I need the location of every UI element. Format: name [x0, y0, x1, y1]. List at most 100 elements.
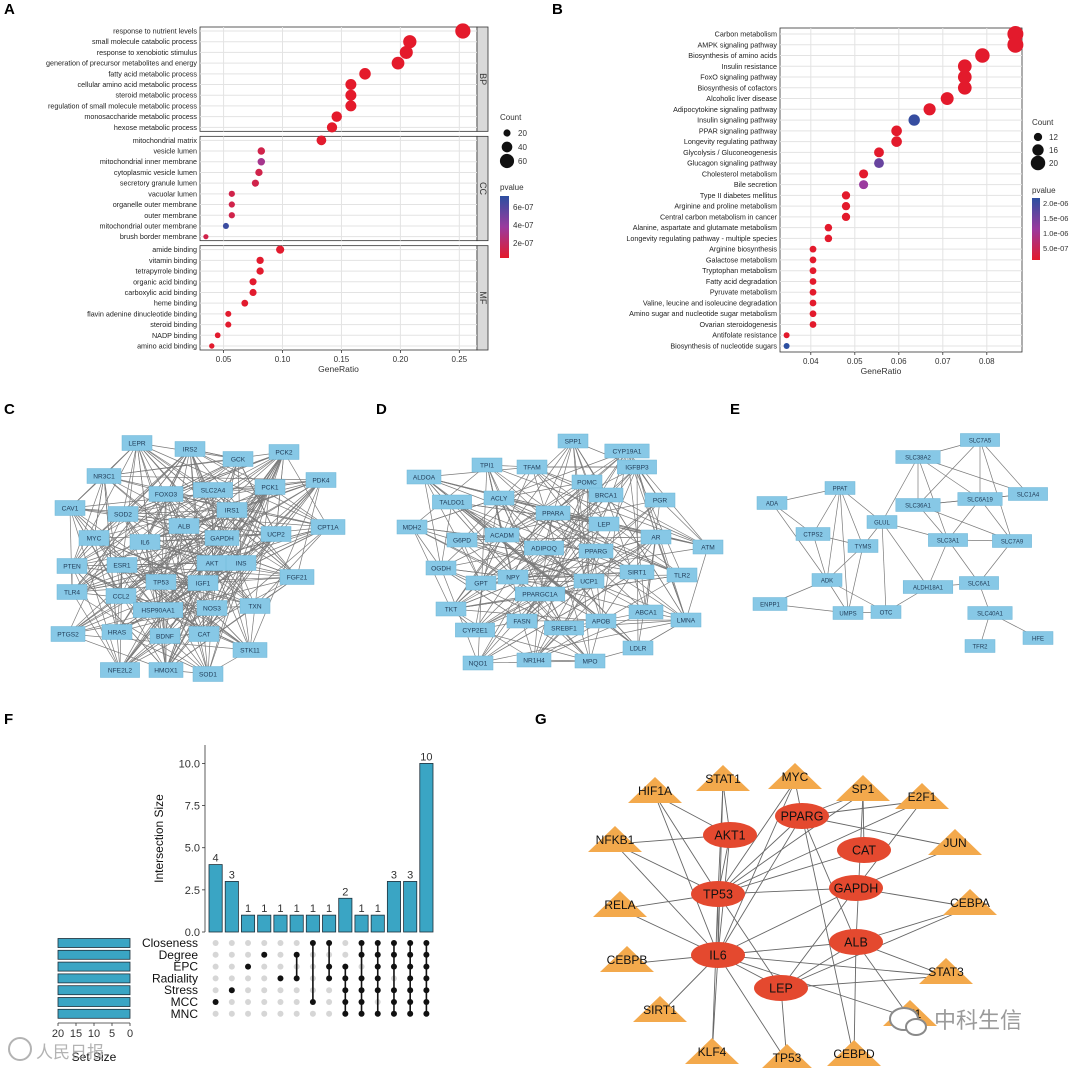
- network-node: [832, 606, 864, 620]
- set-size-tick-label: 10: [88, 1028, 100, 1040]
- data-point: [809, 299, 817, 307]
- term-label: outer membrane: [144, 211, 197, 220]
- network-edge: [637, 536, 657, 649]
- network-edge: [947, 498, 981, 541]
- term-label: mitochondrial inner membrane: [100, 157, 197, 166]
- network-edge: [563, 580, 590, 629]
- network-edge: [67, 513, 124, 635]
- network-node: [557, 433, 589, 449]
- term-label: brush border membrane: [120, 232, 197, 241]
- network-edge: [451, 501, 638, 573]
- term-label: Insulin resistance: [721, 62, 777, 71]
- tf-node: [827, 1040, 881, 1066]
- network-edge: [203, 562, 242, 635]
- term-label: Glycolysis / Gluconeogenesis: [683, 148, 777, 157]
- network-node: [644, 492, 676, 508]
- network-node-label: SOD2: [114, 511, 132, 518]
- network-edge: [67, 525, 185, 635]
- network-node-label: PPARG: [585, 548, 608, 555]
- term-label: small molecule catabolic process: [92, 37, 197, 46]
- data-point: [957, 80, 972, 95]
- matrix-dot: [277, 999, 284, 1005]
- panel-label-e: E: [730, 401, 740, 418]
- network-node: [105, 588, 137, 604]
- set-size-bar: [57, 997, 131, 1007]
- tf-node-label: JUN: [943, 836, 966, 850]
- regulation-edge: [654, 794, 719, 956]
- watermark-logo-icon: [8, 1037, 32, 1061]
- set-label: MCC: [171, 995, 199, 1009]
- network-node: [571, 474, 603, 490]
- regulation-edge: [853, 792, 864, 943]
- intersection-bar: [208, 864, 223, 933]
- color-legend-label: 1.5e-06: [1043, 214, 1068, 223]
- network-node: [148, 486, 184, 502]
- network-edge: [121, 564, 298, 578]
- network-node-label: HSP90AA1: [141, 607, 175, 614]
- network-node-label: PPARA: [542, 510, 564, 517]
- network-edge: [451, 501, 545, 549]
- network-edge: [927, 539, 949, 588]
- bar-value-label: 1: [277, 903, 283, 915]
- network-edge: [71, 591, 213, 609]
- network-node: [617, 459, 657, 475]
- size-legend-dot: [1030, 155, 1046, 171]
- data-point: [908, 114, 920, 126]
- network-edge: [122, 513, 277, 535]
- bar-value-label: 10: [420, 751, 432, 763]
- bar-value-label: 1: [261, 903, 267, 915]
- matrix-dot: [261, 951, 268, 958]
- network-node-label: PPARGC1A: [522, 591, 558, 598]
- size-legend-label: 20: [518, 129, 527, 138]
- gene-edge: [717, 887, 857, 956]
- network-node: [446, 532, 478, 548]
- network-node: [795, 527, 831, 541]
- network-node: [811, 573, 843, 587]
- network-node-label: MYC: [87, 535, 102, 542]
- network-node-label: PPAT: [833, 486, 848, 492]
- network-edge: [71, 591, 209, 675]
- gene-node: [829, 875, 883, 901]
- data-point: [841, 212, 851, 222]
- bar-value-label: 1: [326, 903, 332, 915]
- network-edge: [626, 450, 647, 613]
- network-node: [187, 575, 219, 591]
- size-legend-label: 12: [1049, 133, 1058, 142]
- network-edge: [978, 540, 1013, 584]
- tf-node: [588, 826, 642, 852]
- intersection-bar: [224, 881, 239, 933]
- network-node: [957, 492, 1003, 506]
- panel-label-a: A: [4, 1, 15, 18]
- term-label: cellular amino acid metabolic process: [78, 80, 198, 89]
- network-edge: [103, 475, 122, 597]
- network-node-label: LEP: [598, 521, 611, 528]
- data-point: [251, 179, 259, 187]
- data-point: [225, 310, 232, 317]
- x-tick-label: 0.06: [891, 357, 907, 366]
- term-label: amide binding: [152, 245, 197, 254]
- term-label: Bile secretion: [734, 180, 777, 189]
- regulation-edge: [855, 800, 923, 889]
- network-node: [752, 597, 788, 611]
- network-node-label: HFE: [1032, 636, 1044, 642]
- network-node-label: PTGS2: [57, 631, 79, 638]
- term-label: Fatty acid degradation: [706, 277, 777, 286]
- network-node-label: CAT: [198, 631, 211, 638]
- color-legend-label: 2.0e-06: [1043, 199, 1068, 208]
- network-edge: [685, 546, 709, 621]
- network-node: [310, 519, 346, 535]
- watermark-right-text: 中科生信: [934, 1008, 1022, 1033]
- network-edge: [231, 509, 298, 578]
- network-node: [588, 487, 624, 503]
- network-node: [622, 640, 654, 656]
- term-label: steroid metabolic process: [116, 91, 198, 100]
- network-node: [585, 613, 617, 629]
- network-edge: [659, 499, 709, 548]
- network-edge: [144, 541, 251, 651]
- term-label: Antifolate resistance: [712, 331, 777, 340]
- network-edge: [120, 525, 185, 597]
- regulation-edge: [780, 975, 947, 990]
- term-label: secretory granule lumen: [120, 179, 197, 188]
